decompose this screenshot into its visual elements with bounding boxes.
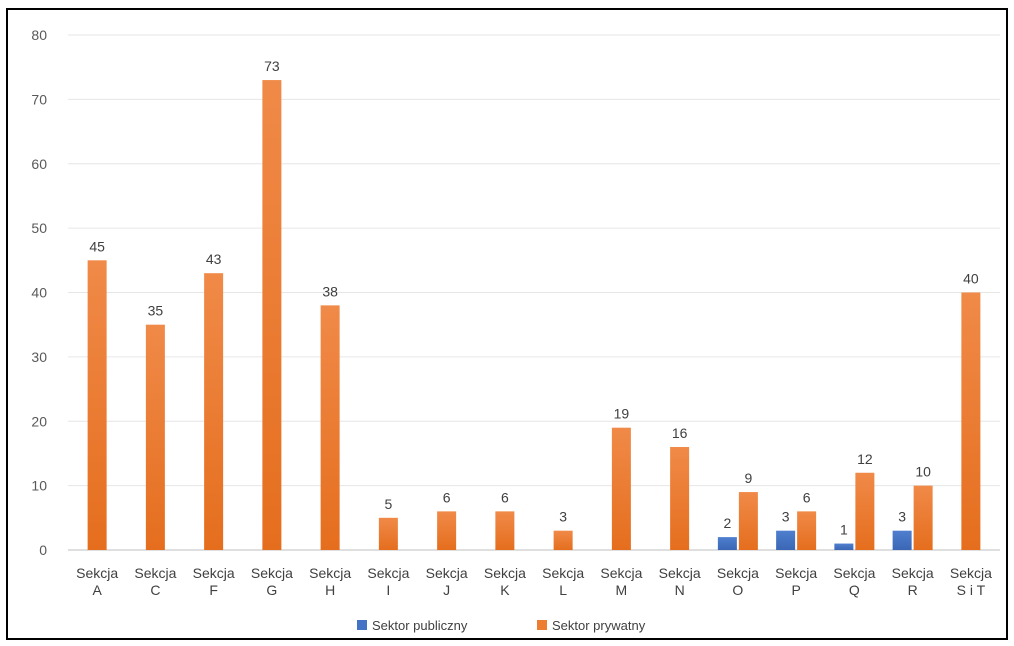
data-label: 5 [384,496,392,512]
y-tick-label: 10 [31,478,47,494]
x-category-label: Sekcja A [76,565,118,598]
x-category-label: Sekcja F [193,565,235,598]
y-tick-label: 30 [31,349,47,365]
bar-sektor-prywatny[interactable] [204,273,224,550]
y-tick-label: 80 [31,27,47,43]
bar-sektor-prywatny[interactable] [961,292,981,551]
data-label: 40 [963,271,979,287]
legend-swatch [357,620,367,630]
x-category-label: Sekcja Q [833,565,875,598]
legend-label: Sektor publiczny [372,618,468,633]
x-category-label: Sekcja N [659,565,701,598]
data-label: 19 [614,406,630,422]
bars [87,80,981,551]
data-label: 6 [443,489,451,505]
x-category-label: Sekcja G [251,565,293,598]
x-category-label: Sekcja C [134,565,176,598]
legend[interactable]: Sektor publiczny Sektor prywatny [357,618,646,633]
data-label: 35 [148,303,164,319]
bar-sektor-prywatny[interactable] [320,305,340,550]
data-label: 6 [501,489,509,505]
data-label: 3 [898,509,906,525]
bar-sektor-prywatny[interactable] [738,492,758,550]
bar-sektor-prywatny[interactable] [670,447,690,550]
y-tick-label: 20 [31,413,47,429]
data-label: 16 [672,425,688,441]
x-category-label: Sekcja M [600,565,642,598]
data-label: 3 [782,509,790,525]
data-label: 9 [744,470,752,486]
x-category-label: Sekcja J [426,565,468,598]
x-category-label: Sekcja O [717,565,759,598]
y-axis: 0 10 20 30 40 50 60 70 80 [31,27,47,558]
bar-sektor-prywatny[interactable] [553,530,573,550]
bar-sektor-prywatny[interactable] [378,517,398,550]
bar-sektor-prywatny[interactable] [262,80,282,550]
x-category-label: Sekcja S i T [950,565,992,598]
bar-sektor-prywatny[interactable] [87,260,107,550]
data-label: 38 [322,283,338,299]
bar-sektor-prywatny[interactable] [855,472,875,550]
data-label: 73 [264,58,280,74]
x-category-label: Sekcja I [367,565,409,598]
y-tick-label: 70 [31,91,47,107]
data-label: 43 [206,251,222,267]
bar-sektor-prywatny[interactable] [495,511,515,550]
bar-sektor-prywatny[interactable] [797,511,817,550]
data-label: 12 [857,451,873,467]
bar-sektor-publiczny[interactable] [717,537,737,550]
bar-sektor-prywatny[interactable] [611,427,631,550]
x-axis: Sekcja A Sekcja C Sekcja F Sekcja G Sekcja H Sekcj… [76,565,992,598]
bar-sektor-publiczny[interactable] [834,543,854,550]
bar-sektor-prywatny[interactable] [437,511,457,550]
y-tick-label: 50 [31,220,47,236]
x-category-label: Sekcja L [542,565,584,598]
bar-sektor-publiczny[interactable] [892,530,912,550]
y-tick-label: 0 [39,542,47,558]
bar-sektor-prywatny[interactable] [145,324,165,550]
bar-sektor-publiczny[interactable] [776,530,796,550]
legend-item-sektor-prywatny[interactable]: Sektor prywatny [537,618,646,633]
legend-swatch [537,620,547,630]
data-label: 6 [803,489,811,505]
x-category-label: Sekcja P [775,565,817,598]
legend-label: Sektor prywatny [552,618,646,633]
y-tick-label: 40 [31,285,47,301]
x-category-label: Sekcja R [892,565,934,598]
data-label: 1 [840,522,848,538]
y-tick-label: 60 [31,156,47,172]
x-category-label: Sekcja K [484,565,526,598]
data-label: 45 [89,238,105,254]
x-category-label: Sekcja H [309,565,351,598]
data-label: 2 [723,515,731,531]
data-label: 3 [559,509,567,525]
data-label: 10 [915,464,931,480]
legend-item-sektor-publiczny[interactable]: Sektor publiczny [357,618,468,633]
bar-sektor-prywatny[interactable] [913,485,933,550]
